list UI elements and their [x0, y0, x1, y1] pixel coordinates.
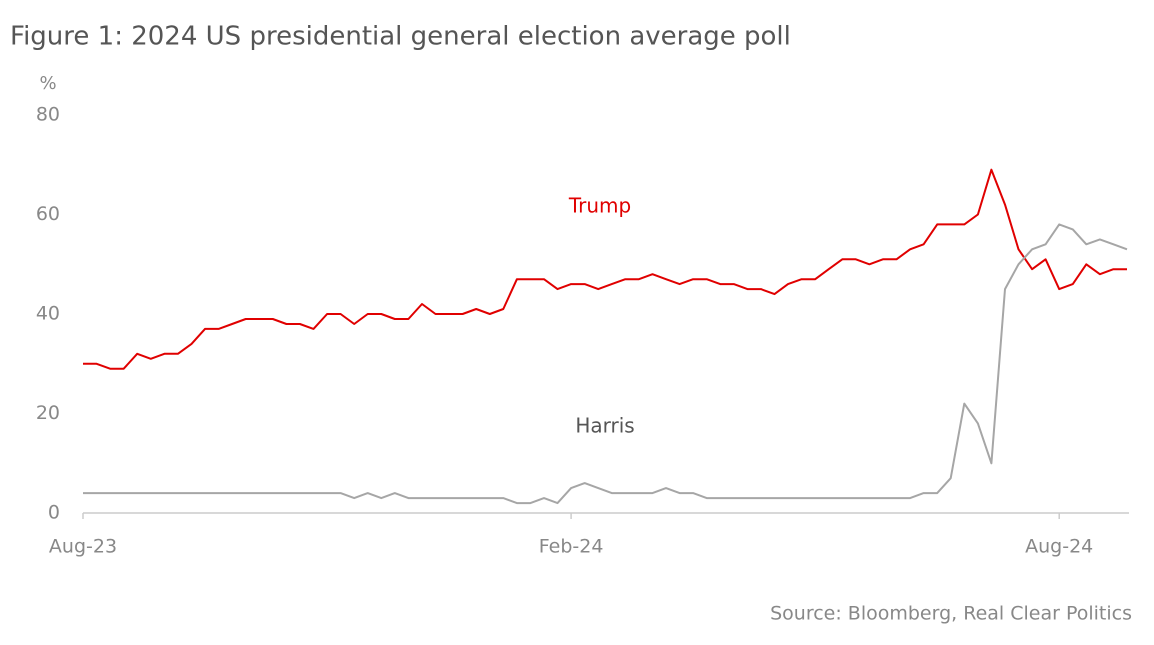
y-axis-label: % — [39, 73, 56, 94]
source-note: Source: Bloomberg, Real Clear Politics — [770, 603, 1132, 625]
x-tick-label: Aug-23 — [49, 536, 117, 558]
y-tick-label: 20 — [36, 402, 60, 424]
x-tick-label: Aug-24 — [1025, 536, 1093, 558]
y-tick-label: 0 — [48, 502, 60, 524]
series-line — [83, 223, 1128, 505]
series-label: Trump — [568, 194, 631, 218]
y-tick-label: 60 — [36, 203, 60, 225]
y-tick-label: 80 — [36, 104, 60, 126]
x-tick-label: Feb-24 — [539, 536, 604, 558]
series-line — [83, 168, 1127, 370]
chart-title: Figure 1: 2024 US presidential general e… — [10, 22, 791, 52]
series-label: Harris — [575, 414, 634, 438]
y-tick-label: 40 — [36, 303, 60, 325]
